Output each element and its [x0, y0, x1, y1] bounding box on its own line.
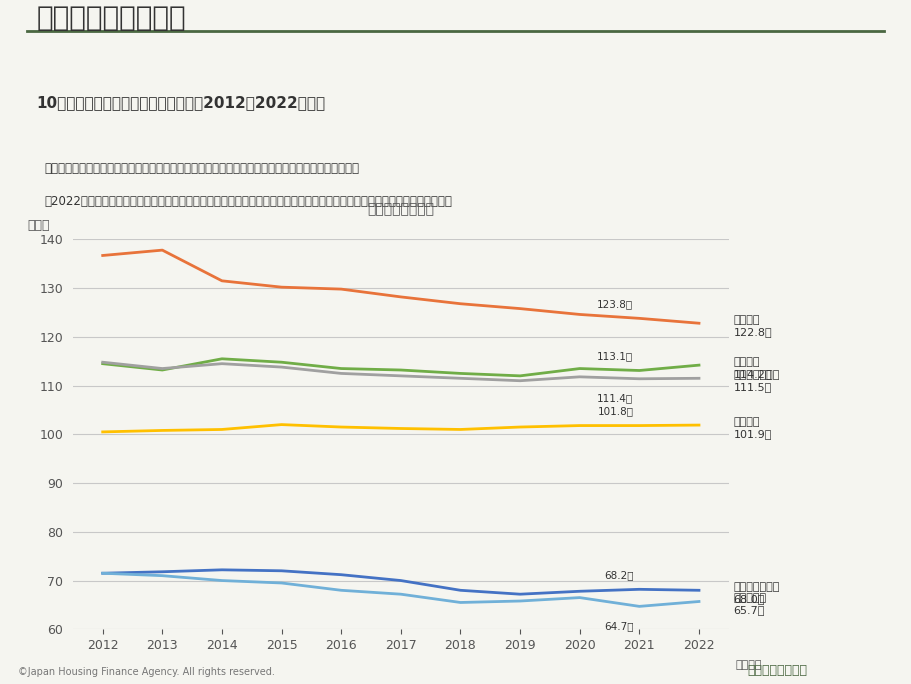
- Text: マンション: マンション: [733, 593, 766, 603]
- Text: 65.7㎡: 65.7㎡: [733, 605, 764, 616]
- Text: ・住宅面積は、「注文住宅」「土地付注文住宅」「マンション」において縮小傾向で推移している。: ・住宅面積は、「注文住宅」「土地付注文住宅」「マンション」において縮小傾向で推移…: [45, 161, 360, 174]
- Text: 101.8㎡: 101.8㎡: [598, 406, 633, 416]
- Text: 中古戸建: 中古戸建: [733, 357, 760, 367]
- Text: 住宅金融支援機構: 住宅金融支援機構: [747, 664, 807, 677]
- Text: 注文住宅: 注文住宅: [733, 315, 760, 325]
- Text: 101.9㎡: 101.9㎡: [733, 429, 772, 439]
- Text: ・2022年度は、前年度と比べて「注文住宅」「中古マンション」は微減、その他の融資区分は横ばい又は微増となっている。: ・2022年度は、前年度と比べて「注文住宅」「中古マンション」は微減、その他の融…: [45, 194, 453, 208]
- Text: 建売住宅: 建売住宅: [733, 417, 760, 427]
- Text: （年度）: （年度）: [735, 661, 762, 670]
- Text: 住宅面積（全国）: 住宅面積（全国）: [367, 202, 435, 216]
- Text: 土地付注文住宅: 土地付注文住宅: [733, 370, 780, 380]
- Text: 114.2㎡: 114.2㎡: [733, 369, 772, 379]
- Text: ©Japan Housing Finance Agency. All rights reserved.: ©Japan Housing Finance Agency. All right…: [18, 667, 275, 677]
- Text: 68.2㎡: 68.2㎡: [604, 570, 633, 580]
- Text: 111.4㎡: 111.4㎡: [598, 393, 633, 404]
- Text: （㎡）: （㎡）: [27, 219, 49, 232]
- Text: 10　住宅面積（融資区分別）の推移（2012〜2022年度）: 10 住宅面積（融資区分別）の推移（2012〜2022年度）: [36, 96, 325, 110]
- Text: 113.1㎡: 113.1㎡: [598, 351, 633, 361]
- Text: 123.8㎡: 123.8㎡: [598, 299, 633, 308]
- Text: 122.8㎡: 122.8㎡: [733, 327, 772, 337]
- Text: 中古マンション: 中古マンション: [733, 582, 780, 592]
- Text: 68.0㎡: 68.0㎡: [733, 594, 764, 604]
- Text: 111.5㎡: 111.5㎡: [733, 382, 772, 392]
- Text: 64.7㎡: 64.7㎡: [604, 621, 633, 631]
- Text: Ｉ　調査結果の概要: Ｉ 調査結果の概要: [36, 4, 186, 32]
